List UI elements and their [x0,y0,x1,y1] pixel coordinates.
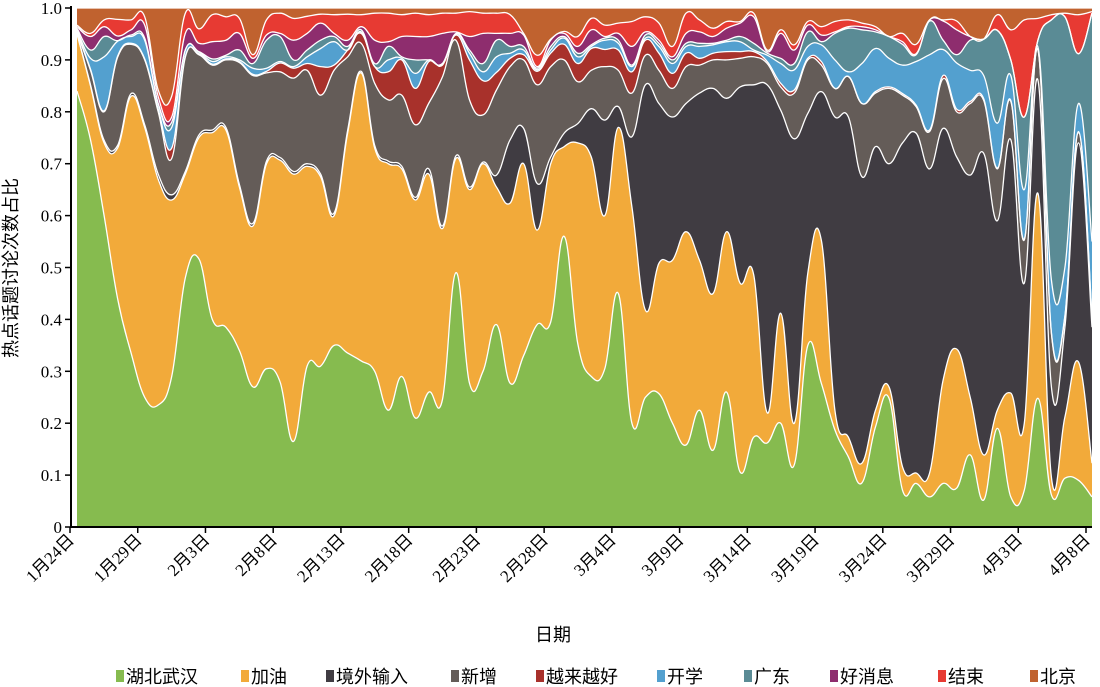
x-axis-title: 日期 [535,625,571,645]
x-tick-label: 1月29日 [90,530,146,586]
x-tick-label: 3月24日 [835,530,891,586]
x-tick-label: 2月23日 [429,530,485,586]
x-tick-label: 3月19日 [767,530,823,586]
legend-item-0: 湖北武汉 [116,667,198,687]
series-boundary-line-5 [76,29,1093,306]
series-boundary-line-2 [76,33,1093,406]
y-tick-label: 0.1 [41,466,62,485]
legend-label: 境外输入 [336,667,408,687]
x-tick-label: 2月13日 [293,530,349,586]
y-tick-label: 0.4 [41,310,63,329]
legend-swatch [830,670,838,682]
legend-item-7: 好消息 [830,667,894,687]
area-series-2 [77,33,1092,491]
legend-item-6: 广东 [744,667,790,687]
legend-swatch [451,670,459,682]
chart-areas [76,7,1093,527]
legend-label: 结束 [948,667,984,687]
legend-swatch [938,670,946,682]
x-tick-label: 3月9日 [638,530,687,579]
y-tick-label: 0.3 [41,362,62,381]
y-tick-label: 0.8 [41,103,62,122]
x-tick-label: 3月4日 [570,530,619,579]
legend-label: 北京 [1040,667,1076,687]
legend-swatch [326,670,334,682]
x-tick-label: 1月24日 [22,530,78,586]
y-tick-label: 0.6 [41,207,62,226]
series-boundary-line-3 [76,32,1093,363]
legend-item-8: 结束 [938,667,984,687]
legend-label: 湖北武汉 [126,667,198,687]
legend-item-1: 加油 [241,667,287,687]
legend-swatch [1030,670,1038,682]
x-tick-label: 3月29日 [903,530,959,586]
area-series-1 [77,33,1092,506]
legend: 湖北武汉 加油 境外输入 新增 越来越好 开学 广东 好消息 结束 北京 [116,667,1076,687]
area-series-8 [77,9,1092,122]
y-tick-label: 0.5 [41,259,62,278]
legend-label: 加油 [251,667,287,687]
area-series-3 [77,32,1092,406]
y-tick-label: 0.9 [41,51,62,70]
legend-item-9: 北京 [1030,667,1076,687]
y-tick-label: 0 [54,518,63,537]
series-boundary-line-4 [76,31,1093,362]
legend-item-4: 越来越好 [536,667,618,687]
legend-label: 新增 [461,667,497,687]
legend-item-5: 开学 [657,667,703,687]
x-tick-label: 2月3日 [164,530,213,579]
x-tick-label: 2月28日 [496,530,552,586]
series-boundary-line-7 [76,12,1093,123]
x-tick-label: 3月14日 [700,530,756,586]
x-tick-label: 4月8日 [1044,530,1093,579]
y-tick-label: 1.0 [41,0,62,18]
legend-item-3: 新增 [451,667,497,687]
legend-item-2: 境外输入 [326,667,408,687]
area-series-6 [77,13,1092,305]
area-series-9 [77,8,1092,106]
legend-label: 开学 [667,667,703,687]
x-tick-label: 2月8日 [232,530,281,579]
x-tick-label: 2月18日 [361,530,417,586]
legend-swatch [536,670,544,682]
legend-swatch [241,670,249,682]
legend-label: 好消息 [840,667,894,687]
y-axis-title: 热点话题讨论次数占比 [1,178,21,358]
x-tick-label: 4月3日 [977,530,1026,579]
series-boundary-line-8 [76,9,1093,106]
legend-swatch [116,670,124,682]
legend-label: 越来越好 [546,667,618,687]
y-tick-label: 0.2 [41,414,62,433]
legend-label: 广东 [754,667,790,687]
y-tick-label: 0.7 [41,155,63,174]
legend-swatch [744,670,752,682]
series-boundary-line-0 [76,90,1093,507]
area-series-0 [77,91,1092,527]
legend-swatch [657,670,665,682]
